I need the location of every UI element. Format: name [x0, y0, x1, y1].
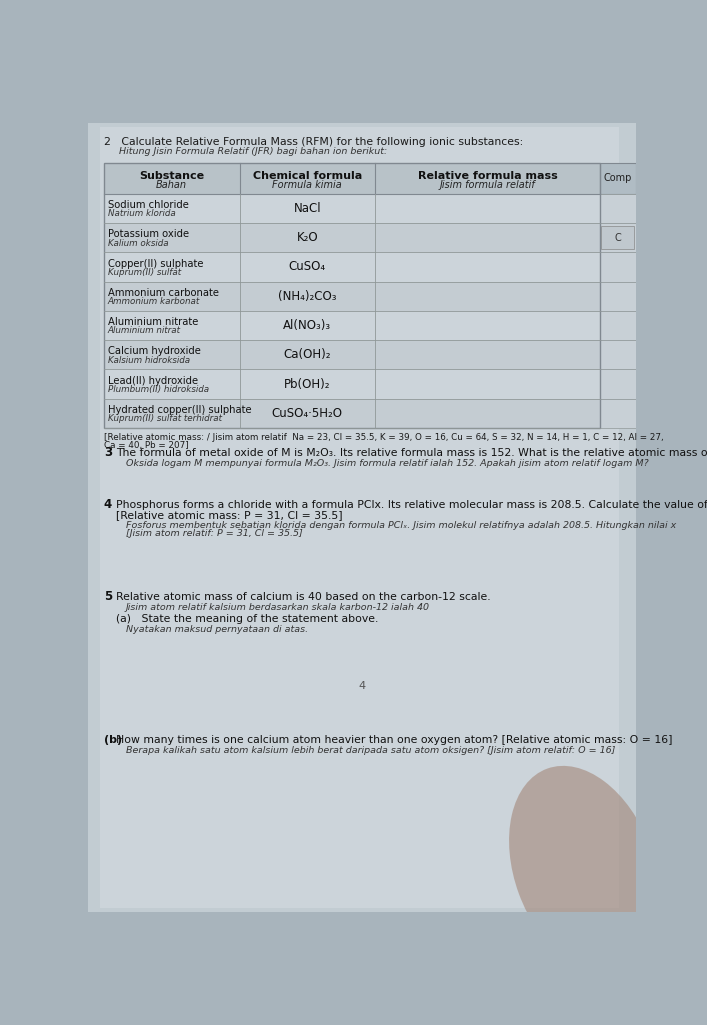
Text: Nyatakan maksud pernyataan di atas.: Nyatakan maksud pernyataan di atas.	[126, 625, 308, 634]
Bar	[600, 369, 636, 399]
Text: Pb(OH)₂: Pb(OH)₂	[284, 377, 331, 391]
Text: [Relative atomic mass: / Jisim atom relatif  Na = 23, Cl = 35.5, K = 39, O = 16,: [Relative atomic mass: / Jisim atom rela…	[104, 433, 663, 442]
Text: Kuprum(II) sulfat: Kuprum(II) sulfat	[107, 268, 181, 277]
Bar	[104, 163, 600, 427]
Text: Ca = 40, Pb = 207]: Ca = 40, Pb = 207]	[104, 441, 189, 450]
Text: Calcium hydroxide: Calcium hydroxide	[107, 346, 201, 357]
Text: K₂O: K₂O	[296, 232, 318, 244]
Text: Aluminium nitrat: Aluminium nitrat	[107, 326, 181, 335]
Text: 4: 4	[358, 681, 366, 691]
Bar	[104, 252, 600, 282]
Bar	[600, 223, 636, 252]
Text: CuSO₄: CuSO₄	[288, 260, 326, 274]
Text: Kuprum(II) sulfat terhidrat: Kuprum(II) sulfat terhidrat	[107, 414, 222, 423]
Bar	[104, 163, 600, 194]
Text: [Jisim atom relatif: P = 31, Cl = 35.5]: [Jisim atom relatif: P = 31, Cl = 35.5]	[126, 530, 303, 538]
Text: Berapa kalikah satu atom kalsium lebih berat daripada satu atom oksigen? [Jisim : Berapa kalikah satu atom kalsium lebih b…	[126, 746, 615, 754]
Bar	[104, 399, 600, 427]
Text: Lead(II) hydroxide: Lead(II) hydroxide	[107, 375, 198, 385]
Text: Substance: Substance	[139, 171, 204, 180]
Bar	[104, 340, 600, 369]
Bar	[104, 223, 600, 252]
Text: Potassium oxide: Potassium oxide	[107, 230, 189, 239]
Ellipse shape	[509, 766, 660, 974]
Text: Phosphorus forms a chloride with a formula PClx. Its relative molecular mass is : Phosphorus forms a chloride with a formu…	[116, 500, 707, 510]
Text: Formula kimia: Formula kimia	[272, 180, 342, 190]
Text: Hitung Jisin Formula Relatif (JFR) bagi bahan ion berikut:: Hitung Jisin Formula Relatif (JFR) bagi …	[119, 147, 387, 156]
Text: Ca(OH)₂: Ca(OH)₂	[284, 348, 331, 361]
Text: 5: 5	[104, 590, 112, 604]
Text: NaCl: NaCl	[293, 202, 321, 215]
Text: CuSO₄·5H₂O: CuSO₄·5H₂O	[271, 407, 343, 420]
Bar	[104, 311, 600, 340]
Bar	[104, 282, 600, 311]
Text: (b): (b)	[104, 735, 122, 745]
Text: Fosforus membentuk sebatian klorida dengan formula PClₓ. Jisim molekul relatifny: Fosforus membentuk sebatian klorida deng…	[126, 521, 676, 530]
Bar	[600, 340, 636, 369]
Text: Jisim formula relatif: Jisim formula relatif	[440, 180, 535, 190]
Bar	[600, 282, 636, 311]
Text: Plumbum(II) hidroksida: Plumbum(II) hidroksida	[107, 384, 209, 394]
Text: Chemical formula: Chemical formula	[252, 171, 362, 180]
Bar	[104, 369, 600, 399]
Text: Hydrated copper(II) sulphate: Hydrated copper(II) sulphate	[107, 405, 252, 415]
Text: Oksida logam M mempunyai formula M₂O₃. Jisim formula relatif ialah 152. Apakah j: Oksida logam M mempunyai formula M₂O₃. J…	[126, 458, 648, 467]
Text: Copper(II) sulphate: Copper(II) sulphate	[107, 258, 203, 269]
Text: The formula of metal oxide of M is M₂O₃. Its relative formula mass is 152. What : The formula of metal oxide of M is M₂O₃.…	[116, 448, 707, 457]
Bar	[600, 399, 636, 427]
Bar	[602, 227, 634, 249]
Text: Relative formula mass: Relative formula mass	[418, 171, 557, 180]
Text: Ammonium carbonate: Ammonium carbonate	[107, 288, 218, 298]
Text: 2   Calculate Relative Formula Mass (RFM) for the following ionic substances:: 2 Calculate Relative Formula Mass (RFM) …	[104, 136, 523, 147]
Bar	[600, 194, 636, 223]
Text: (NH₄)₂CO₃: (NH₄)₂CO₃	[278, 290, 337, 302]
Text: Al(NO₃)₃: Al(NO₃)₃	[284, 319, 332, 332]
Bar	[600, 311, 636, 340]
Text: 4: 4	[104, 498, 112, 511]
Text: Kalium oksida: Kalium oksida	[107, 239, 168, 247]
Text: Jisim atom relatif kalsium berdasarkan skala karbon-12 ialah 40: Jisim atom relatif kalsium berdasarkan s…	[126, 604, 430, 612]
Text: (a)   State the meaning of the statement above.: (a) State the meaning of the statement a…	[116, 614, 379, 624]
Text: [Relative atomic mass: P = 31, Cl = 35.5]: [Relative atomic mass: P = 31, Cl = 35.5…	[116, 510, 343, 520]
Text: 3: 3	[104, 446, 112, 458]
Text: Relative atomic mass of calcium is 40 based on the carbon-12 scale.: Relative atomic mass of calcium is 40 ba…	[116, 592, 491, 603]
Text: Kalsium hidroksida: Kalsium hidroksida	[107, 356, 190, 365]
Text: Ammonium karbonat: Ammonium karbonat	[107, 297, 200, 306]
Text: Comp: Comp	[604, 173, 632, 183]
Text: Bahan: Bahan	[156, 180, 187, 190]
Text: Sodium chloride: Sodium chloride	[107, 200, 189, 210]
Bar	[600, 252, 636, 282]
Bar	[104, 194, 600, 223]
Text: How many times is one calcium atom heavier than one oxygen atom? [Relative atomi: How many times is one calcium atom heavi…	[116, 735, 673, 745]
Text: Natrium klorida: Natrium klorida	[107, 209, 175, 218]
Text: Aluminium nitrate: Aluminium nitrate	[107, 317, 198, 327]
Text: C: C	[614, 233, 621, 243]
Bar	[600, 163, 636, 194]
